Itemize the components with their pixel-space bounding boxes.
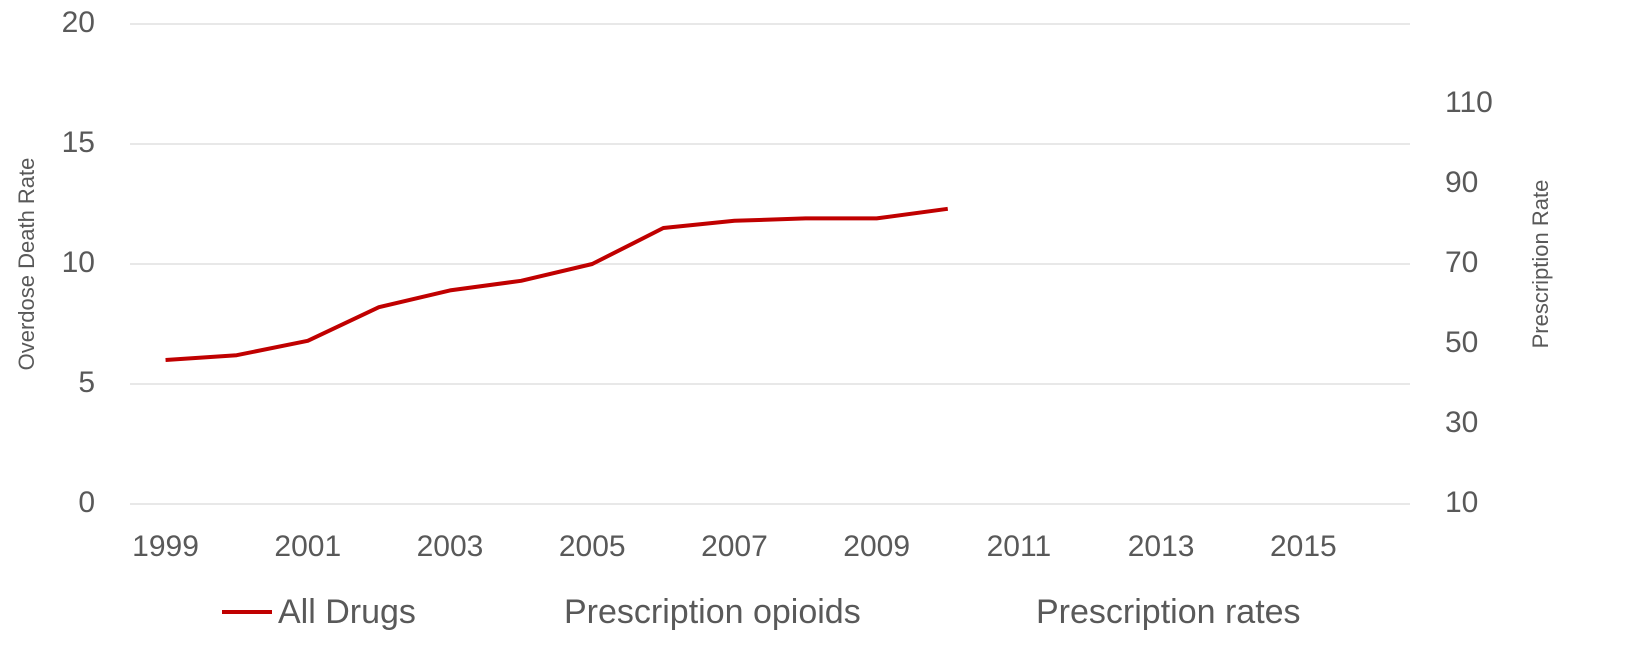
x-tick-label: 2015 [1270, 530, 1337, 563]
y2-tick-label: 90 [1445, 166, 1478, 199]
y2-tick-label: 10 [1445, 486, 1478, 519]
x-tick-label: 2013 [1128, 530, 1195, 563]
series-line [165, 206, 949, 362]
x-tick-label: 2011 [987, 530, 1052, 563]
y2-axis-title: Prescription Rate [1528, 180, 1553, 349]
legend-label: Prescription rates [1036, 593, 1301, 631]
y-axis-title: Overdose Death Rate [14, 158, 39, 371]
x-tick-label: 1999 [132, 530, 199, 563]
y-tick-label: 10 [62, 246, 95, 279]
legend-label: All Drugs [278, 593, 416, 631]
y2-tick-label: 110 [1445, 86, 1493, 119]
legend-label: Prescription opioids [564, 593, 861, 631]
x-tick-label: 2009 [843, 530, 910, 563]
y2-tick-label: 70 [1445, 246, 1478, 279]
x-tick-label: 2001 [274, 530, 341, 563]
y-tick-label: 15 [62, 126, 95, 159]
y-tick-label: 0 [78, 486, 95, 519]
x-tick-label: 2005 [559, 530, 626, 563]
y2-tick-label: 30 [1445, 406, 1478, 439]
y-tick-label: 5 [78, 366, 95, 399]
x-tick-label: 2007 [701, 530, 768, 563]
y2-tick-label: 50 [1445, 326, 1478, 359]
x-tick-label: 2003 [417, 530, 484, 563]
y-tick-label: 20 [62, 6, 95, 39]
